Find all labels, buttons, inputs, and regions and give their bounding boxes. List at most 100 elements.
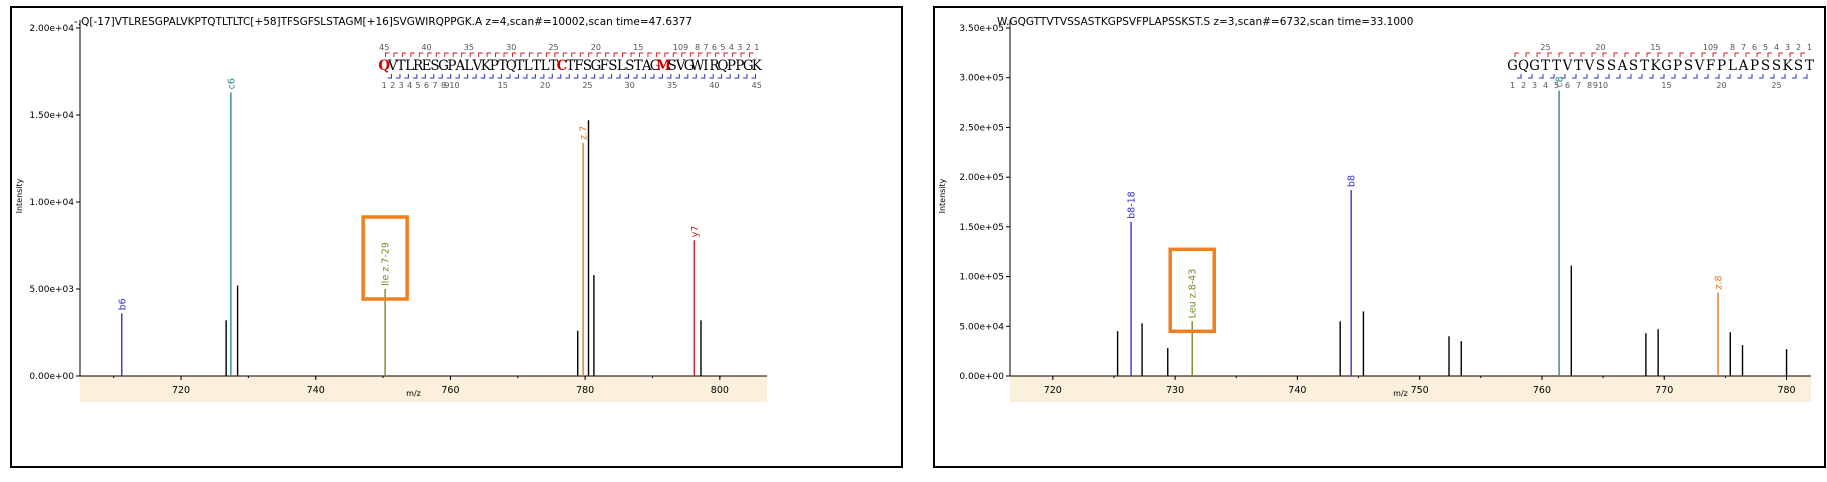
c-term-bracket bbox=[740, 52, 746, 57]
c-term-bracket bbox=[537, 52, 542, 57]
c-term-bracket bbox=[461, 52, 466, 57]
n-term-bracket bbox=[472, 74, 477, 79]
sequence-residue: P bbox=[727, 58, 736, 74]
n-term-bracket bbox=[412, 74, 418, 79]
n-term-bracket bbox=[497, 74, 503, 79]
c-term-bracket bbox=[410, 52, 415, 57]
sequence-residue: K bbox=[481, 58, 492, 74]
n-term-bracket bbox=[633, 74, 638, 79]
y-tick-label: 5.00e+03 bbox=[29, 285, 74, 295]
c-term-bracket bbox=[435, 52, 441, 57]
n-term-bracket bbox=[1803, 74, 1808, 79]
sequence-residue: S bbox=[1794, 58, 1803, 74]
sequence-residue: R bbox=[709, 58, 720, 74]
sequence-top-label: 6 bbox=[1752, 43, 1757, 52]
x-tick-label: 760 bbox=[1533, 385, 1551, 396]
sequence-residue: P bbox=[447, 58, 456, 74]
c-term-bracket bbox=[554, 52, 559, 57]
n-term-bracket bbox=[1616, 74, 1621, 79]
n-term-bracket bbox=[573, 74, 579, 79]
sequence-residue: L bbox=[524, 58, 533, 74]
sequence-residue: I bbox=[703, 58, 708, 74]
n-term-bracket bbox=[1693, 74, 1698, 79]
c-term-bracket bbox=[571, 52, 576, 57]
y-tick-label: 2.50e+05 bbox=[959, 123, 1004, 133]
n-term-bracket bbox=[1528, 74, 1533, 79]
c-term-bracket bbox=[605, 52, 610, 57]
c-term-bracket bbox=[1701, 52, 1706, 57]
c-term-bracket bbox=[1646, 52, 1651, 57]
n-term-bracket bbox=[1704, 74, 1709, 79]
c-term-bracket bbox=[1800, 52, 1805, 57]
sequence-bottom-label: 15 bbox=[498, 81, 508, 90]
y-tick-label: 1.00e+05 bbox=[959, 273, 1004, 283]
sequence-top-label: 2 bbox=[1796, 43, 1801, 52]
c-term-bracket bbox=[622, 52, 627, 57]
c-term-bracket bbox=[1635, 52, 1640, 57]
peak-label: z.8 bbox=[1714, 275, 1725, 289]
c-term-bracket bbox=[384, 52, 390, 57]
sequence-residue: T bbox=[515, 58, 524, 74]
c-term-bracket bbox=[698, 52, 703, 57]
sequence-top-label: 1 bbox=[754, 43, 759, 52]
sequence-residue: S bbox=[1629, 58, 1638, 74]
highlight-box bbox=[1168, 247, 1216, 334]
c-term-bracket bbox=[1657, 52, 1662, 57]
n-term-bracket bbox=[641, 74, 646, 79]
y-tick-label: 5.00e+04 bbox=[959, 322, 1004, 332]
sequence-top-label: 1 bbox=[1807, 43, 1812, 52]
sequence-top-label: 8 bbox=[1730, 43, 1735, 52]
n-term-bracket bbox=[556, 74, 562, 79]
n-term-bracket bbox=[1539, 74, 1544, 79]
sequence-residue: G bbox=[1507, 58, 1518, 74]
sequence-residue: A bbox=[1738, 58, 1749, 74]
c-term-bracket bbox=[1789, 52, 1794, 57]
sequence-residue: V bbox=[1584, 58, 1595, 74]
sequence-bottom-label: 2 bbox=[1521, 81, 1526, 90]
n-term-bracket bbox=[1605, 74, 1610, 79]
spectrum-panel-left: -.Q[-17]VTLRESGPALVKPTQTLTLTC[+58]TFSGFS… bbox=[10, 6, 903, 468]
sequence-top-label: 40 bbox=[421, 43, 431, 52]
sequence-residue: A bbox=[1617, 58, 1628, 74]
n-term-bracket bbox=[700, 74, 706, 79]
sequence-top-label: 3 bbox=[737, 43, 742, 52]
sequence-residue: L bbox=[464, 58, 473, 74]
sequence-top-label: 35 bbox=[464, 43, 474, 52]
n-term-bracket bbox=[506, 74, 511, 79]
x-tick-label: 720 bbox=[1044, 385, 1062, 396]
c-term-bracket bbox=[1734, 52, 1739, 57]
c-term-bracket bbox=[596, 52, 602, 57]
c-term-bracket bbox=[1767, 52, 1772, 57]
c-term-bracket bbox=[444, 52, 449, 57]
sequence-residue: T bbox=[1805, 58, 1814, 74]
n-term-bracket bbox=[649, 74, 655, 79]
c-term-bracket bbox=[503, 52, 508, 57]
n-term-bracket bbox=[751, 74, 757, 79]
sequence-residue: T bbox=[1552, 58, 1561, 74]
sequence-residue: K bbox=[1782, 58, 1793, 74]
n-term-bracket bbox=[531, 74, 536, 79]
sequence-residue: G bbox=[591, 58, 602, 74]
c-term-bracket bbox=[689, 52, 695, 57]
sequence-top-label: 6 bbox=[712, 43, 717, 52]
sequence-bottom-label: 6 bbox=[424, 81, 429, 90]
sequence-bottom-label: 1 bbox=[1510, 81, 1515, 90]
sequence-residue: A bbox=[455, 58, 466, 74]
y-tick-label: 1.50e+04 bbox=[29, 111, 74, 121]
n-term-bracket bbox=[1726, 74, 1731, 79]
sequence-residue: G bbox=[684, 58, 695, 74]
sequence-top-label: 25 bbox=[548, 43, 558, 52]
sequence-bottom-label: 5 bbox=[416, 81, 421, 90]
c-term-bracket bbox=[1525, 52, 1530, 57]
sequence-residue: Q bbox=[717, 58, 728, 74]
sequence-top-label: 15 bbox=[633, 43, 643, 52]
c-term-bracket bbox=[1624, 52, 1629, 57]
sequence-bottom-label: 8 bbox=[1587, 81, 1592, 90]
sequence-bottom-label: 7 bbox=[432, 81, 437, 90]
peak-label: Leu z.8-43 bbox=[1188, 269, 1199, 319]
sequence-bottom-label: 5 bbox=[1554, 81, 1559, 90]
peak-label: Ile z.7-29 bbox=[381, 242, 392, 286]
x-axis-label: m/z bbox=[1393, 389, 1408, 398]
c-term-bracket bbox=[1613, 52, 1618, 57]
sequence-bottom-label: 25 bbox=[582, 81, 592, 90]
